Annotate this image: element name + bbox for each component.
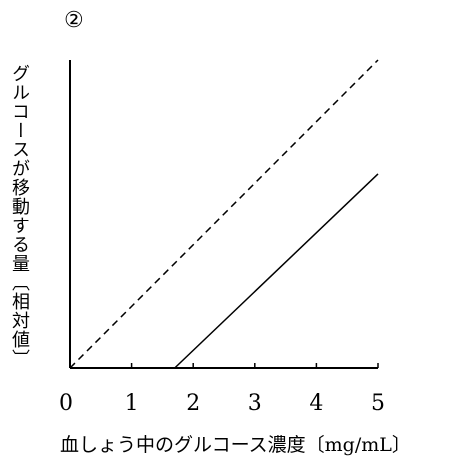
series-line-solid	[174, 173, 379, 369]
x-tick-label-1: 1	[125, 391, 139, 416]
x-tick-label-2: 2	[186, 391, 200, 416]
y-axis-label: グルコースが移動する量〔相対値〕	[9, 64, 30, 368]
x-tick-label-3: 3	[248, 391, 262, 416]
series-line-dashed	[69, 59, 379, 369]
x-tick-label-5: 5	[371, 391, 385, 416]
figure-number: ②	[64, 8, 84, 33]
x-tick-label-4: 4	[309, 391, 323, 416]
x-axis-label: 血しょう中のグルコース濃度〔mg/mL〕	[60, 434, 411, 456]
x-tick-label-0: 0	[59, 391, 73, 416]
